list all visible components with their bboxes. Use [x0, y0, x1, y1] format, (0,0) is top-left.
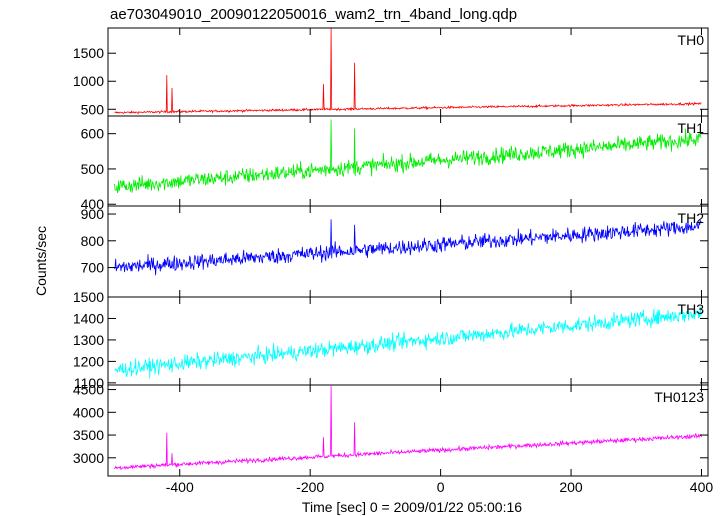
series-line-th3	[114, 306, 702, 379]
band-label-th0123: TH0123	[654, 389, 704, 405]
y-tick-label: 1500	[73, 289, 104, 305]
y-tick-label: 4000	[73, 404, 104, 420]
band-label-th2: TH2	[678, 210, 705, 226]
panel-stack: 500 1000 1500 TH0 400 500 600 TH1 700 800 900 TH2 11…	[73, 27, 714, 495]
y-tick-label: 400	[81, 196, 105, 212]
y-tick-label: 1000	[73, 73, 104, 89]
panel-th3: 1100 1200 1300 1400 1500 TH3	[73, 289, 709, 391]
y-tick-label: 1400	[73, 310, 104, 326]
band-label-th3: TH3	[678, 301, 705, 317]
x-axis-title: Time [sec] 0 = 2009/01/22 05:00:16	[302, 499, 522, 515]
y-tick-label: 800	[81, 233, 105, 249]
x-tick-label: -200	[296, 479, 324, 495]
x-tick-label: 400	[690, 479, 714, 495]
series-line-th0123	[114, 385, 702, 471]
y-tick-label: 1500	[73, 45, 104, 61]
series-line-th0	[114, 28, 702, 115]
y-tick-label: 1200	[73, 353, 104, 369]
y-axis-title: Counts/sec	[33, 226, 49, 296]
y-tick-label: 700	[81, 260, 105, 276]
y-tick-label: 500	[81, 161, 105, 177]
panel-frame	[107, 384, 709, 477]
panel-frame	[107, 115, 709, 207]
y-tick-label: 1100	[74, 375, 104, 391]
chart-title: ae703049010_20090122050016_wam2_trn_4ban…	[110, 6, 517, 23]
panel-frame	[107, 205, 709, 298]
panel-th0: 500 1000 1500 TH0	[73, 27, 709, 117]
x-tick-label: 0	[437, 479, 445, 495]
panel-th1: 400 500 600 TH1	[81, 115, 709, 212]
band-label-th1: TH1	[678, 120, 705, 136]
y-tick-label: 500	[81, 101, 105, 117]
panel-frame	[107, 27, 709, 117]
y-tick-label: 600	[81, 126, 105, 142]
panel-th0123: 3000 3500 4000 4500 TH0123	[73, 382, 709, 477]
y-tick-label: 1300	[73, 332, 104, 348]
y-tick-label: 4500	[73, 382, 104, 398]
y-tick-label: 3000	[73, 450, 104, 466]
panel-th2: 700 800 900 TH2	[81, 205, 709, 298]
x-tick-label: -400	[166, 479, 194, 495]
y-tick-label: 900	[81, 206, 105, 222]
series-line-th2	[114, 219, 702, 276]
x-tick-label: 200	[559, 479, 583, 495]
series-line-th1	[114, 119, 702, 194]
y-tick-label: 3500	[73, 427, 104, 443]
band-label-th0: TH0	[678, 32, 705, 48]
